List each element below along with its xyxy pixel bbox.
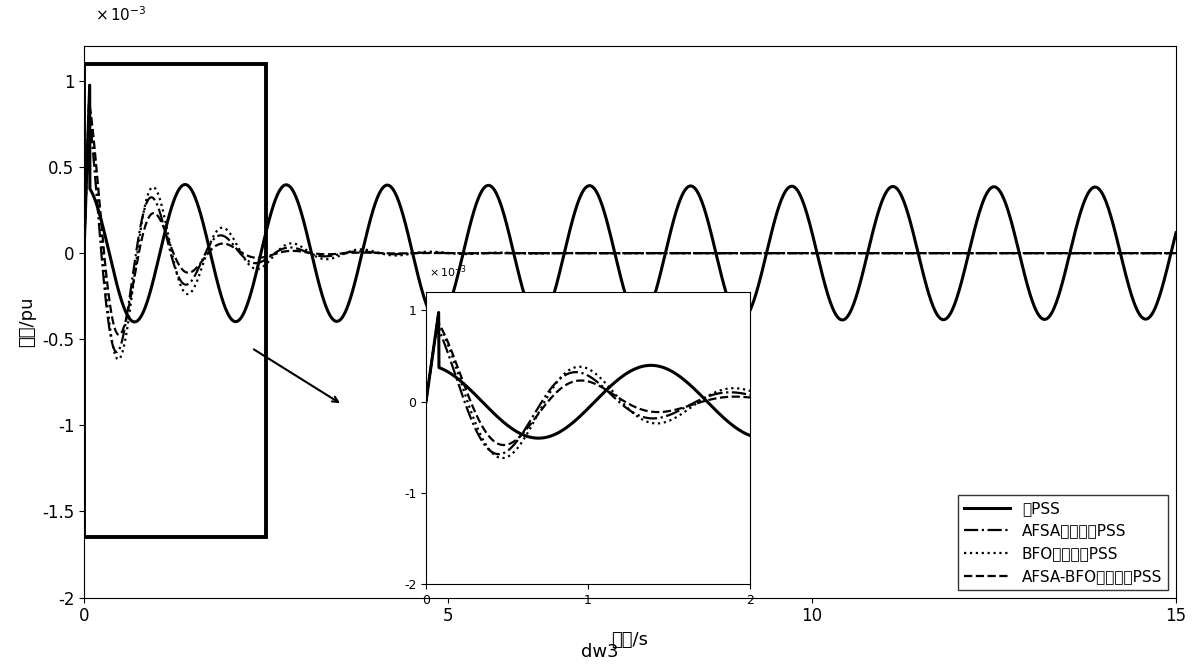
Text: $\times\,10^{-3}$: $\times\,10^{-3}$ [95,6,146,25]
Bar [84,64,266,537]
Text: $\times\,10^{-3}$: $\times\,10^{-3}$ [430,264,468,280]
X-axis label: 时间/s: 时间/s [612,631,648,649]
Y-axis label: 幅値/pu: 幅値/pu [18,297,36,347]
Legend: 无PSS, AFSA算法整定PSS, BFO算法整定PSS, AFSA-BFO算法整定PSS: 无PSS, AFSA算法整定PSS, BFO算法整定PSS, AFSA-BFO算… [958,495,1169,590]
Text: dw3: dw3 [581,643,619,661]
